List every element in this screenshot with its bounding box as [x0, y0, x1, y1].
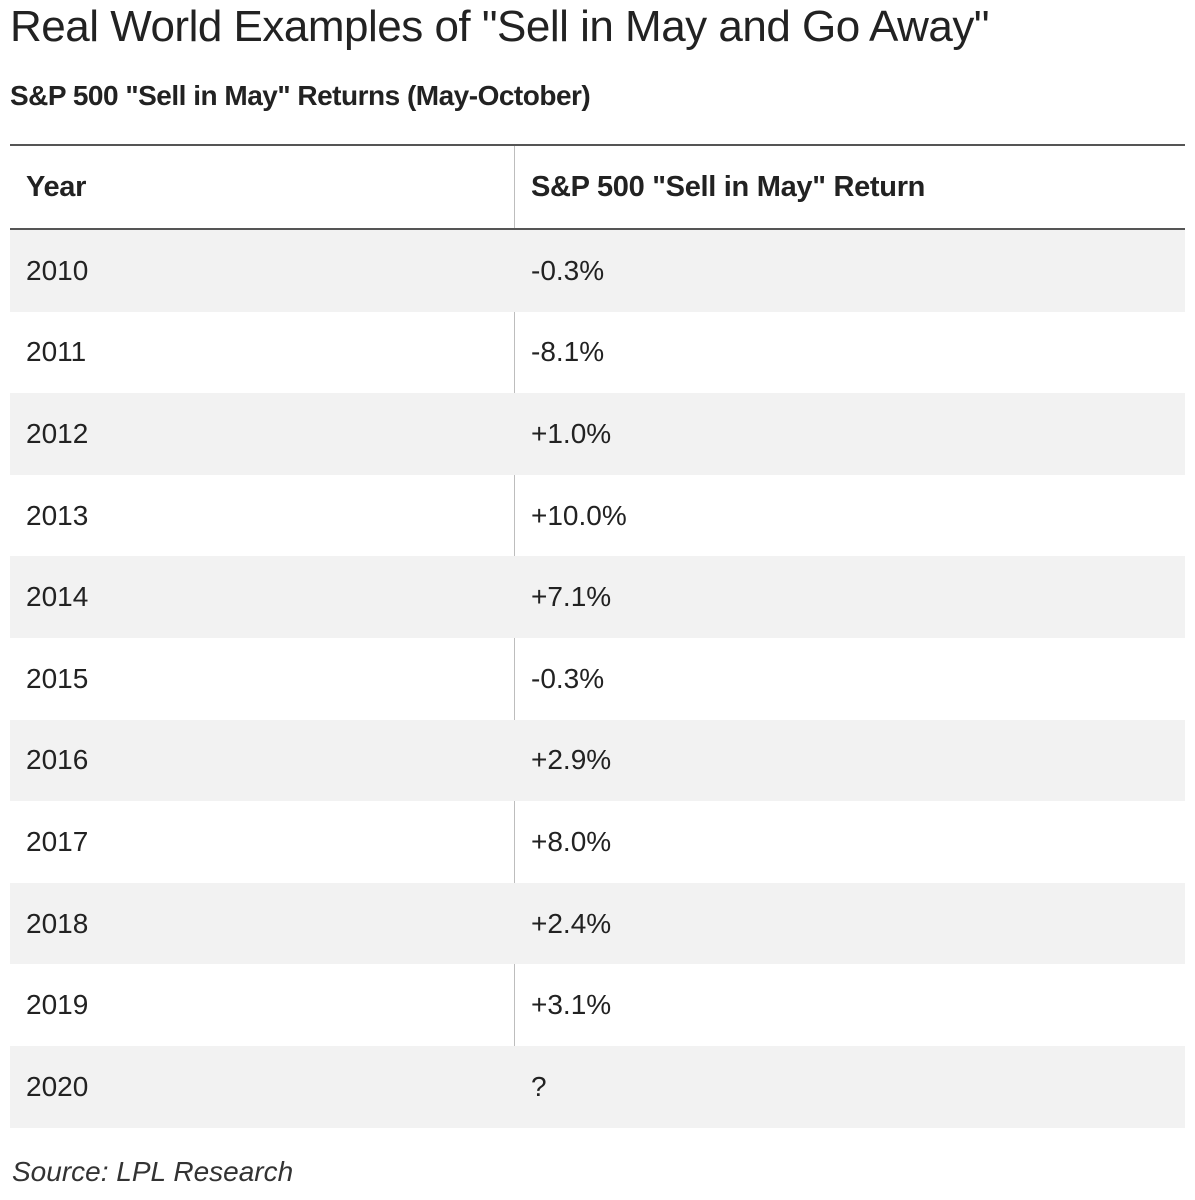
table-row: 2019 +3.1%: [10, 964, 1185, 1046]
year-cell: 2014: [26, 581, 89, 613]
year-cell: 2020: [26, 1070, 89, 1102]
year-cell: 2011: [26, 336, 87, 368]
header-year: Year: [26, 170, 87, 203]
returns-table: Year S&P 500 "Sell in May" Return 2010 -0…: [10, 144, 1185, 1128]
year-cell: 2017: [26, 825, 89, 857]
table-subtitle: S&P 500 "Sell in May" Returns (May-Octob…: [10, 80, 591, 111]
return-cell: -0.3%: [531, 662, 605, 694]
year-cell: 2012: [26, 417, 89, 449]
year-cell: 2019: [26, 989, 89, 1021]
return-cell: -8.1%: [531, 336, 605, 368]
return-cell: +2.9%: [531, 744, 612, 776]
page-title: Real World Examples of "Sell in May and …: [10, 2, 989, 51]
table-row: 2013 +10.0%: [10, 475, 1185, 557]
return-cell: +7.1%: [531, 581, 612, 613]
table-row: 2018 +2.4%: [10, 882, 1185, 965]
table-body: 2010 -0.3% 2011 -8.1% 2012 +1.0% 2013 +10.0% 201…: [10, 230, 1185, 1128]
year-cell: 2010: [26, 254, 89, 286]
return-cell: +2.4%: [531, 907, 612, 939]
year-cell: 2015: [26, 662, 89, 694]
return-cell: +10.0%: [531, 499, 627, 531]
table-row: 2020?: [10, 1045, 1185, 1128]
return-cell: -0.3%: [531, 254, 605, 286]
return-cell: +1.0%: [531, 417, 612, 449]
year-cell: 2018: [26, 907, 89, 939]
return-cell: +3.1%: [531, 989, 612, 1021]
source-note: Source: LPL Research: [12, 1156, 294, 1187]
return-cell: +8.0%: [531, 825, 612, 857]
year-cell: 2013: [26, 499, 89, 531]
table-row: 2010 -0.3%: [10, 230, 1185, 312]
return-cell: ?: [531, 1070, 547, 1102]
table-header-row: Year S&P 500 "Sell in May" Return: [10, 146, 1185, 230]
table-row: 2014 +7.1%: [10, 556, 1185, 638]
header-return: S&P 500 "Sell in May" Return: [531, 170, 926, 203]
table-row: 2015 -0.3%: [10, 638, 1185, 720]
table-row: 2017 +8.0%: [10, 801, 1185, 883]
table-row: 2016 +2.9%: [10, 719, 1185, 802]
table-row: 2012 +1.0%: [10, 393, 1185, 475]
table-row: 2011 -8.1%: [10, 312, 1185, 394]
year-cell: 2016: [26, 744, 89, 776]
